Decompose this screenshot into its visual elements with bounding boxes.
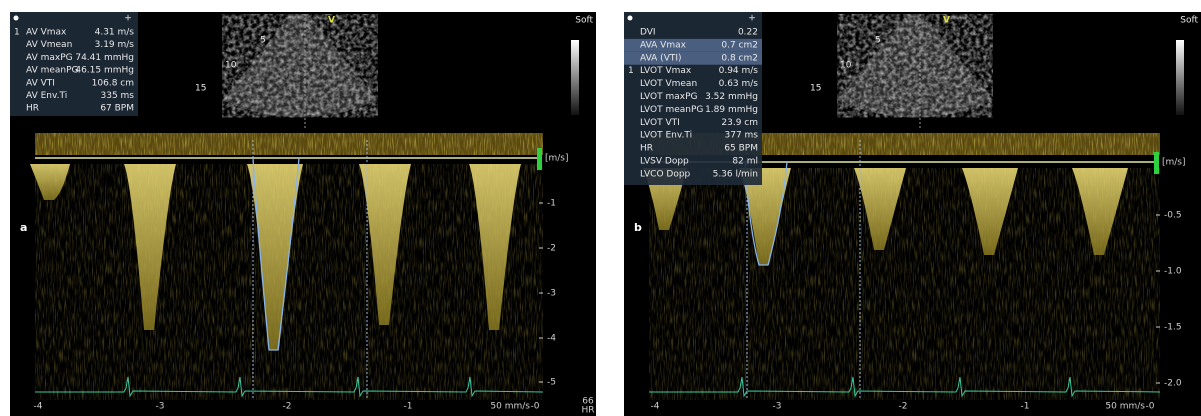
velocity-tick-label: -0.5 xyxy=(1164,211,1182,221)
velocity-unit: [m/s] xyxy=(545,154,569,164)
measurement-value: 335 ms xyxy=(101,91,135,101)
measurement-name: AVA Vmax xyxy=(640,40,687,50)
time-tick-label: -4 xyxy=(651,402,660,412)
measurement-value: 106.8 cm xyxy=(92,78,134,88)
time-tick-label: -0 xyxy=(1146,402,1155,412)
measurement-value: 67 BPM xyxy=(100,104,134,114)
velocity-tick-label: -1.0 xyxy=(1164,267,1182,277)
measurement-value: 0.7 cm2 xyxy=(721,40,758,50)
measurement-name: AVA (VTI) xyxy=(640,53,682,63)
depth-mark: 10 xyxy=(225,61,237,71)
box-plus: + xyxy=(124,14,132,24)
gray-scale-bar xyxy=(571,40,579,115)
sweep-speed: 50 mm/s xyxy=(490,402,530,412)
measurement-name: LVOT meanPG xyxy=(640,105,703,115)
orientation-mark: V xyxy=(328,16,335,26)
time-tick-label: -1 xyxy=(404,402,413,412)
velocity-tick-label: -1.5 xyxy=(1164,323,1182,333)
panel-label: b xyxy=(634,221,642,234)
scale-marker xyxy=(1154,152,1159,174)
doppler-figure: 51015VSoft[m/s]-1-2-3-4-5-4-3-2-1-050 mm… xyxy=(0,0,1201,416)
measurement-name: AV Vmean xyxy=(26,40,72,50)
measurement-name: LVOT VTI xyxy=(640,118,680,128)
measurement-value: 4.31 m/s xyxy=(95,28,135,38)
velocity-tick-label: -2 xyxy=(547,244,556,254)
doppler-strip-noise xyxy=(35,133,543,155)
measurement-name: HR xyxy=(26,104,39,114)
time-tick-label: -3 xyxy=(773,402,782,412)
time-tick-label: -4 xyxy=(34,402,43,412)
row-marker: 1 xyxy=(14,28,20,38)
velocity-tick-label: -5 xyxy=(547,378,556,388)
preset-label: Soft xyxy=(575,16,593,26)
measurement-value: 1.89 mmHg xyxy=(705,105,758,115)
time-tick-label: -2 xyxy=(899,402,908,412)
time-tick-label: -3 xyxy=(156,402,165,412)
measurement-name: AV meanPG xyxy=(26,66,79,76)
depth-mark: 15 xyxy=(810,84,821,94)
measurement-value: 377 ms xyxy=(725,131,759,141)
measurement-value: 0.8 cm2 xyxy=(721,53,758,63)
time-tick-label: -2 xyxy=(283,402,292,412)
measurement-name: LVOT Vmax xyxy=(640,66,692,76)
scale-marker xyxy=(537,148,542,170)
measurement-value: 0.22 xyxy=(738,28,758,38)
measurement-value: 0.94 m/s xyxy=(719,66,759,76)
velocity-unit: [m/s] xyxy=(1162,158,1186,168)
measurement-name: AV Vmax xyxy=(26,28,67,38)
measurement-value: 3.52 mmHg xyxy=(705,92,758,102)
measurement-name: LVOT Env.Ti xyxy=(640,131,692,141)
measurement-name: AV VTI xyxy=(26,78,55,88)
sweep-speed: 50 mm/s xyxy=(1105,402,1145,412)
box-plus: + xyxy=(748,14,756,24)
measurement-value: 46.15 mmHg xyxy=(75,66,134,76)
time-tick-label: -0 xyxy=(531,402,540,412)
velocity-tick-label: -3 xyxy=(547,289,556,299)
measurement-name: LVOT maxPG xyxy=(640,92,698,102)
time-tick-label: -1 xyxy=(1021,402,1030,412)
measurement-name: LVCO Dopp xyxy=(640,169,691,179)
measurement-name: DVI xyxy=(640,28,656,38)
measurement-value: 3.19 m/s xyxy=(95,40,135,50)
panel-label: a xyxy=(20,221,27,234)
orientation-mark: V xyxy=(943,16,950,26)
measurement-value: 65 BPM xyxy=(724,144,758,154)
measurement-value: 74.41 mmHg xyxy=(75,53,134,63)
measurement-name: HR xyxy=(640,144,653,154)
measurement-name: LVOT Vmean xyxy=(640,79,697,89)
measurement-value: 23.9 cm xyxy=(721,118,758,128)
measurement-value: 5.36 l/min xyxy=(713,169,758,179)
depth-mark: 15 xyxy=(195,84,206,94)
velocity-tick-label: -1 xyxy=(547,199,556,209)
measurement-name: LVSV Dopp xyxy=(640,157,689,167)
measurement-name: AV Env.Ti xyxy=(26,91,67,101)
depth-mark: 5 xyxy=(260,36,266,46)
velocity-tick-label: -4 xyxy=(547,334,556,344)
measurement-value: 82 ml xyxy=(732,157,758,167)
velocity-tick-label: -2.0 xyxy=(1164,379,1182,389)
depth-mark: 5 xyxy=(875,36,881,46)
measurement-value: 0.63 m/s xyxy=(719,79,759,89)
preset-label: Soft xyxy=(1180,16,1198,26)
depth-mark: 10 xyxy=(840,61,852,71)
hr-readout: HR xyxy=(581,406,594,416)
measurement-name: AV maxPG xyxy=(26,53,73,63)
box-icon xyxy=(628,16,633,21)
box-icon xyxy=(14,16,19,21)
gray-scale-bar xyxy=(1176,40,1184,115)
row-marker: 1 xyxy=(628,66,634,76)
